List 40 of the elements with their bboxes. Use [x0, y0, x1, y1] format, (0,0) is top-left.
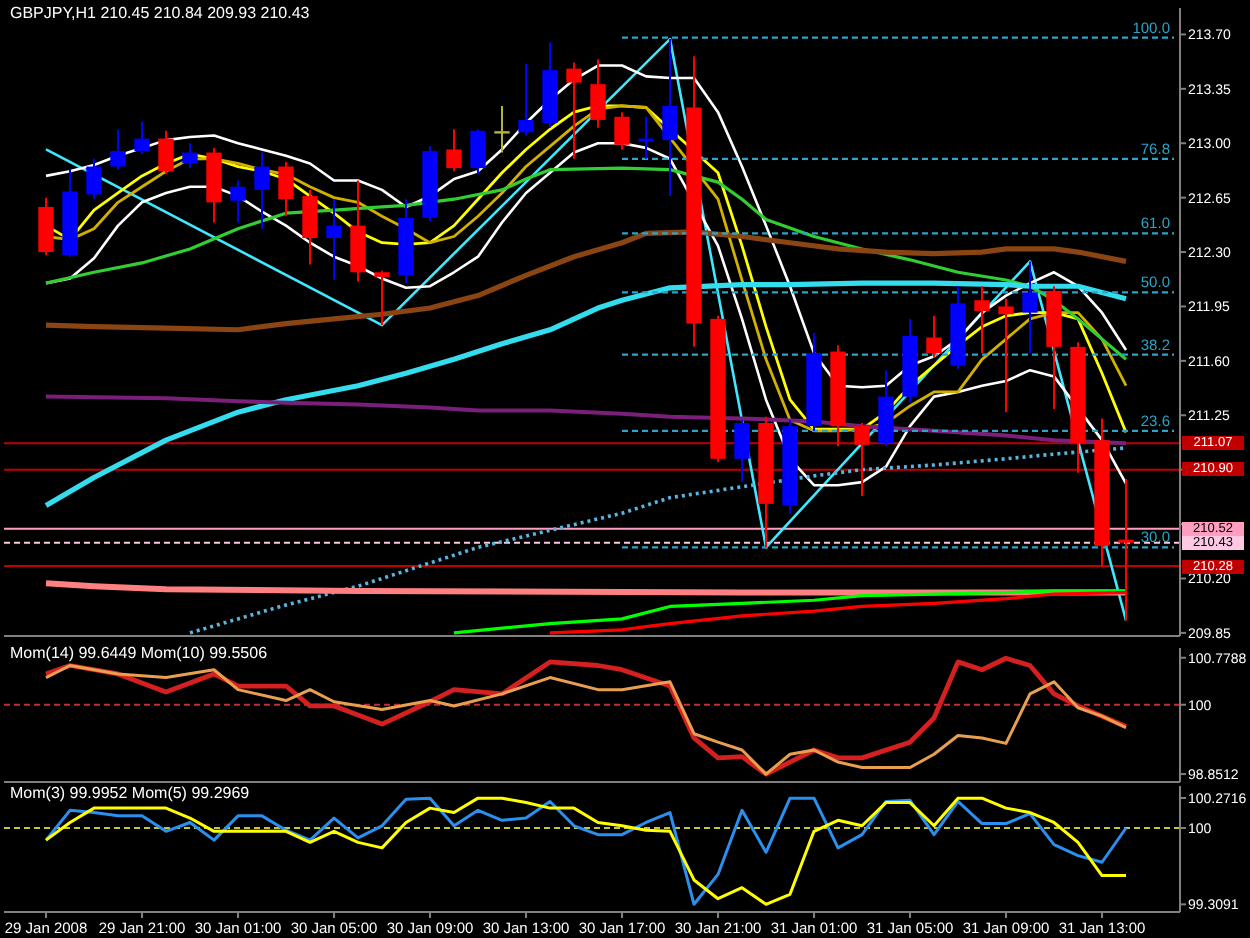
candlestick [278, 160, 294, 218]
candlestick [974, 285, 990, 355]
candlestick [926, 314, 942, 359]
candlestick [1022, 260, 1038, 355]
candlestick [854, 422, 870, 498]
candlestick [158, 129, 174, 176]
line-series [44, 166, 1128, 361]
chart-title: Mom(3) 99.9952 Mom(5) 99.2969 [10, 784, 250, 802]
line-series [43, 229, 1129, 333]
candlestick [590, 58, 606, 129]
candlestick [182, 142, 198, 170]
candlestick [638, 115, 654, 160]
chart-title: GBPJPY,H1 210.45 210.84 209.93 210.43 [10, 4, 310, 22]
candlestick [38, 196, 54, 257]
line-series [44, 37, 1128, 622]
candlestick [374, 269, 390, 327]
candlestick [110, 128, 126, 171]
line-series [188, 446, 1128, 635]
candlestick [86, 157, 102, 201]
line-series [452, 589, 1128, 635]
candlestick [566, 61, 582, 160]
candlestick [134, 120, 150, 156]
candlestick [518, 62, 534, 137]
candlestick [302, 188, 318, 266]
candlestick [998, 297, 1014, 414]
candlestick [350, 179, 366, 283]
line-series [44, 394, 1128, 446]
candlestick [878, 369, 894, 448]
candlestick [614, 111, 630, 151]
line-series [43, 280, 1129, 509]
chart-title: Mom(14) 99.6449 Mom(10) 99.5506 [10, 644, 268, 662]
candlestick [254, 151, 270, 230]
candlestick [493, 104, 511, 154]
candlestick [326, 198, 342, 282]
line-series [44, 64, 1128, 389]
candlestick [662, 38, 678, 198]
candlestick [446, 128, 462, 173]
candlestick [734, 418, 750, 484]
candlestick [230, 179, 246, 224]
candlestick [470, 128, 486, 176]
